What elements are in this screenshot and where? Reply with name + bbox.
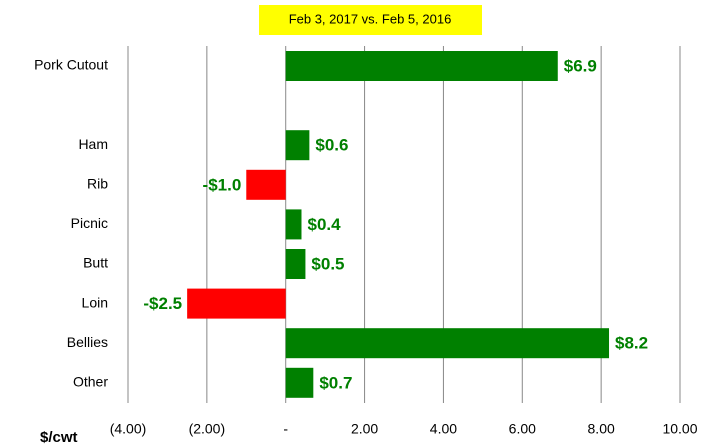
y-tick-label: Rib (87, 176, 108, 192)
y-tick-label: Butt (83, 255, 108, 271)
bar (285, 328, 610, 359)
bar (187, 288, 286, 319)
x-tick-label: 6.00 (509, 421, 536, 437)
x-tick-label: 2.00 (351, 421, 378, 437)
value-label: -$2.5 (143, 294, 182, 313)
bar (246, 169, 286, 200)
value-label: $6.9 (564, 56, 597, 75)
y-tick-label: Pork Cutout (34, 57, 108, 73)
x-tick-label: (2.00) (189, 421, 226, 437)
bar (285, 367, 314, 398)
y-tick-label: Picnic (71, 215, 108, 231)
x-tick-label: 4.00 (430, 421, 457, 437)
x-tick-label: 8.00 (588, 421, 615, 437)
y-tick-label: Ham (78, 136, 108, 152)
bar (285, 51, 558, 81)
bar (285, 249, 306, 279)
bar (285, 209, 302, 240)
chart-title: Feb 3, 2017 vs. Feb 5, 2016 (289, 11, 452, 26)
value-label: $0.6 (315, 136, 348, 155)
value-label: $8.2 (615, 334, 648, 353)
x-tick-label: - (283, 421, 288, 437)
x-tick-label: (4.00) (110, 421, 147, 437)
y-tick-label: Bellies (67, 334, 108, 350)
value-label: $0.5 (311, 254, 344, 273)
value-label: $0.7 (319, 373, 352, 392)
value-label: $0.4 (307, 215, 341, 234)
x-axis-label: $/cwt (40, 429, 78, 446)
y-tick-label: Other (73, 374, 108, 390)
title-box (259, 5, 482, 35)
y-tick-label: Loin (82, 294, 108, 310)
bar (285, 130, 310, 161)
value-label: -$1.0 (203, 175, 242, 194)
x-tick-label: 10.00 (662, 421, 697, 437)
